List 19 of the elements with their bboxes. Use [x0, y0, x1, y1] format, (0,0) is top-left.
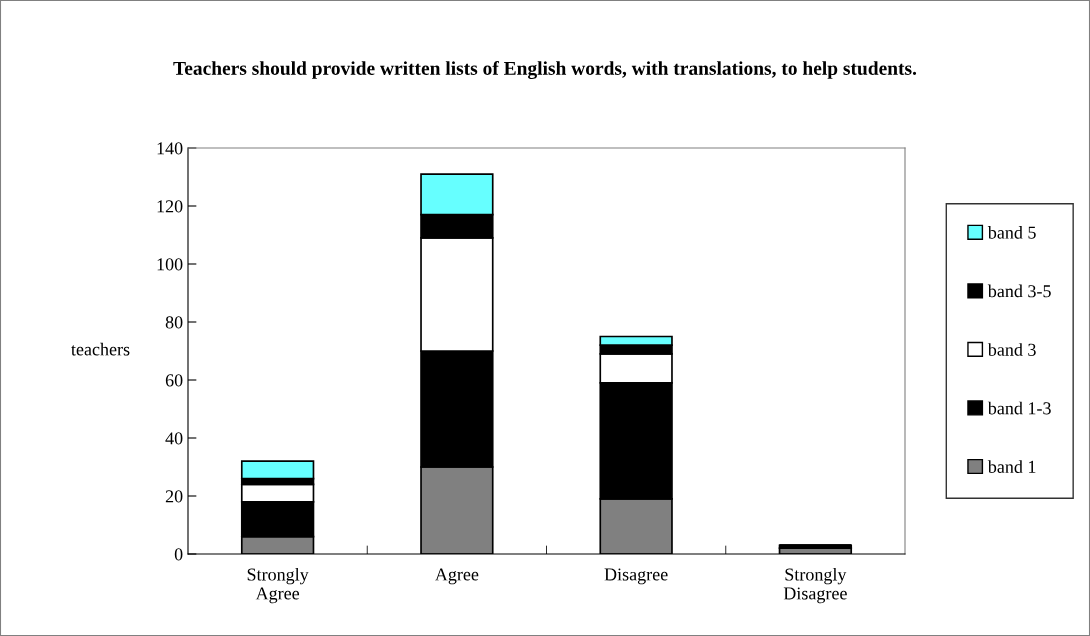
y-tick-label: 120 — [157, 200, 183, 213]
legend-label: band 3 — [987, 343, 1036, 356]
y-axis-title: teachers — [71, 342, 130, 356]
legend-label: band 1-3 — [987, 401, 1051, 415]
chart-title: Teachers should provide written lists of English words, with translations, to help students. — [173, 61, 917, 79]
y-tick-label: 40 — [165, 432, 183, 445]
y-tick-label: 100 — [157, 258, 183, 271]
x-tick-label: Strongly Agree — [247, 567, 309, 604]
y-tick-label: 0 — [174, 548, 183, 561]
legend-label: band 3-5 — [987, 284, 1051, 298]
y-tick-label: 60 — [165, 374, 183, 387]
x-tick-label: Agree — [435, 568, 479, 585]
y-tick-label: 140 — [157, 142, 183, 155]
x-tick-label: Strongly Disagree — [783, 567, 847, 604]
x-tick-label: Disagree — [604, 568, 668, 585]
y-tick-label: 80 — [165, 316, 183, 329]
y-tick-label: 20 — [165, 490, 183, 503]
legend-label: band 5 — [987, 226, 1036, 239]
legend-label: band 1 — [987, 460, 1036, 473]
